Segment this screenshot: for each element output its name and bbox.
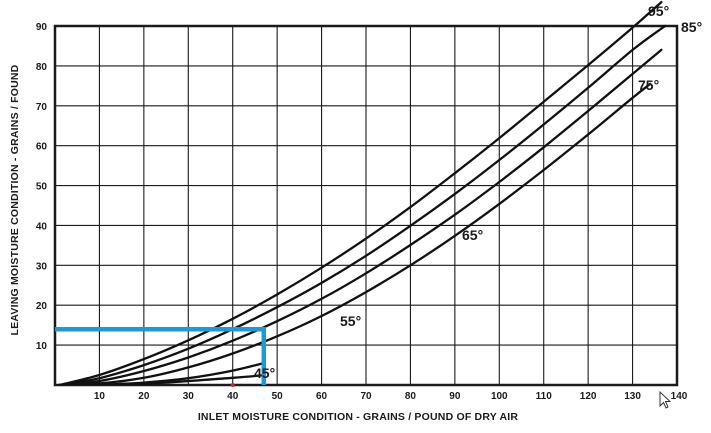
y-tick-label: 90 <box>36 22 48 33</box>
x-axis-title: INLET MOISTURE CONDITION - GRAINS / POUN… <box>198 411 519 423</box>
x-tick-label: 40 <box>227 391 239 402</box>
y-tick-label: 10 <box>36 341 48 352</box>
curve-45-deg <box>58 0 663 385</box>
curve-label: 55° <box>340 313 361 329</box>
curves <box>58 0 667 385</box>
x-tick-label: 20 <box>138 391 150 402</box>
x-tick-label: 110 <box>536 391 553 402</box>
mouse-cursor-icon <box>659 390 672 409</box>
y-tick-label: 20 <box>36 301 48 312</box>
y-tick-label: 80 <box>36 62 48 73</box>
curve-label: 45° <box>254 365 275 381</box>
y-tick-label: 30 <box>36 261 48 272</box>
curve-labels: 95° 85° 75° 65° 55° 45° <box>254 3 702 381</box>
curve-75-deg <box>58 82 652 385</box>
x-tick-label: 90 <box>449 391 461 402</box>
curve-55-deg <box>58 24 667 385</box>
curve-label: 85° <box>681 19 702 35</box>
annotations <box>55 326 267 387</box>
curve-95-deg <box>58 374 263 385</box>
curve-65-deg <box>58 48 663 385</box>
x-tick-label: 50 <box>272 391 284 402</box>
curve-label: 75° <box>638 77 659 93</box>
data-marker <box>230 383 235 387</box>
x-tick-label: 130 <box>624 391 641 402</box>
x-tick-label: 70 <box>360 391 372 402</box>
y-tick-label: 50 <box>36 182 48 193</box>
curve-label: 65° <box>462 227 483 243</box>
y-tick-label: 60 <box>36 142 48 153</box>
x-tick-label: 10 <box>94 391 106 402</box>
y-tick-label: 70 <box>36 102 48 113</box>
x-tick-label: 80 <box>405 391 417 402</box>
x-tick-label: 120 <box>580 391 597 402</box>
x-tick-label: 140 <box>671 391 688 402</box>
y-tick-label: 40 <box>36 221 48 232</box>
tick-labels: 10 20 30 40 50 60 70 80 90 100 110 120 130 140 10 20 30 4… <box>36 22 688 402</box>
x-tick-label: 100 <box>491 391 508 402</box>
curve-label: 95° <box>648 3 669 19</box>
y-axis-title: LEAVING MOISTURE CONDITION - GRAINS / FO… <box>9 64 21 335</box>
x-tick-label: 60 <box>316 391 328 402</box>
reference-path <box>55 326 267 385</box>
x-tick-label: 30 <box>183 391 195 402</box>
grid-lines <box>55 26 677 385</box>
